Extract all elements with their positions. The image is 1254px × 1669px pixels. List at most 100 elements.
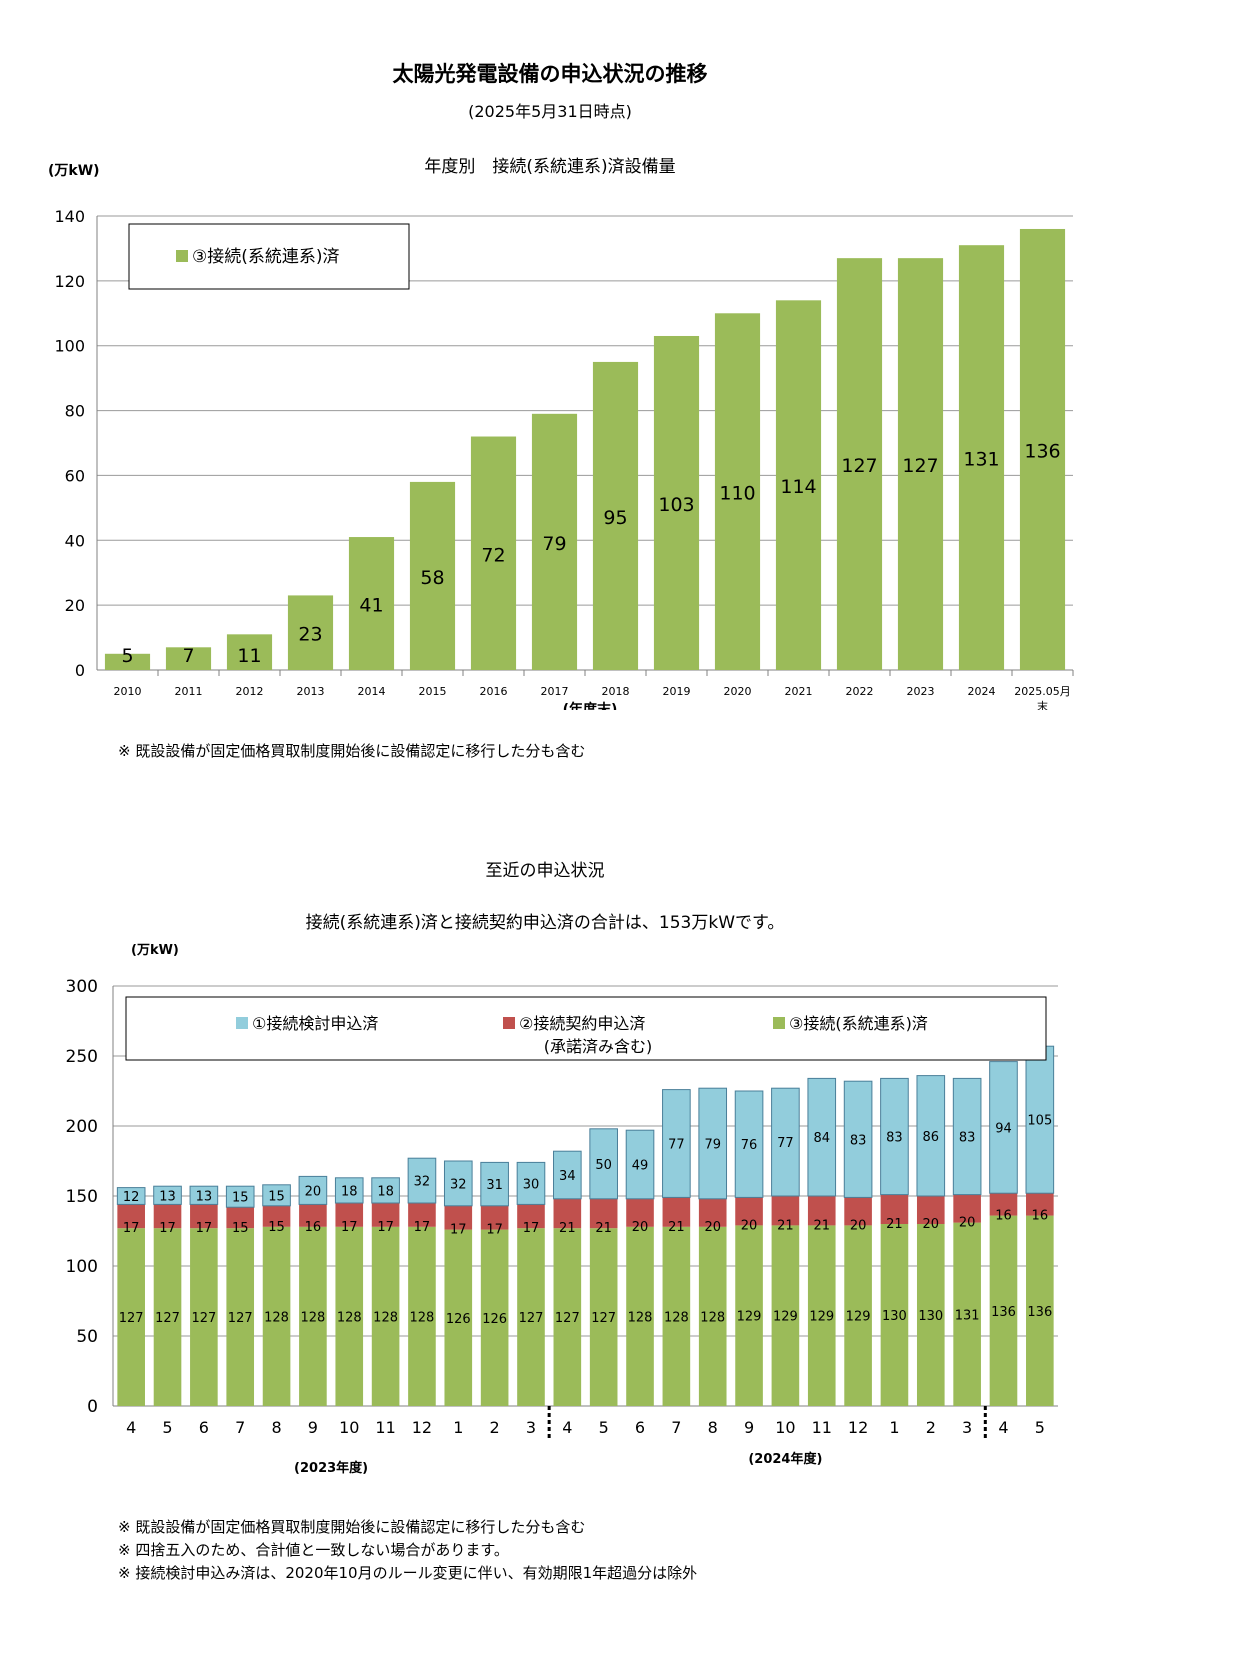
chart2-data-label-study: 30 xyxy=(523,1177,540,1192)
chart2-x-tick-label: 8 xyxy=(271,1418,281,1437)
chart2-data-label-study: 31 xyxy=(486,1178,503,1193)
chart2-x-tick-label: 6 xyxy=(199,1418,209,1437)
chart1-bar xyxy=(836,258,883,670)
chart2-data-label-study: 12 xyxy=(123,1190,140,1205)
chart2-data-label-contract: 17 xyxy=(196,1221,213,1236)
chart2-data-label-connected: 128 xyxy=(700,1310,725,1325)
chart2-data-label-study: 77 xyxy=(668,1138,685,1153)
chart2-y-tick-label: 50 xyxy=(76,1327,98,1347)
chart1-data-label: 58 xyxy=(420,567,444,589)
chart2-bar-contract xyxy=(844,1197,872,1226)
chart1-annual-connected: (万kW) 0 20 40 60 80 100 120 140 5 2010 7 2011 11 2012 2… xyxy=(48,163,1074,710)
chart1-data-label: 5 xyxy=(121,645,133,667)
chart2-data-label-contract: 20 xyxy=(741,1218,758,1233)
chart2-data-label-study: 18 xyxy=(341,1184,358,1199)
chart2-y-tick-label: 150 xyxy=(66,1187,98,1207)
chart2-legend-label-contract-note: (承諾済み含む) xyxy=(544,1037,653,1056)
chart1-x-tick-label: 2019 xyxy=(663,685,691,698)
chart2-legend xyxy=(125,996,1047,1061)
chart1-bar xyxy=(409,481,456,670)
chart2-bar-contract xyxy=(589,1198,618,1229)
chart1-x-tick-label: 末 xyxy=(1037,699,1048,710)
chart2-bar-connected xyxy=(553,1228,582,1406)
chart2-note-3: ※ 接続検討申込み済は、2020年10月のルール変更に伴い、有効期限1年超過分は… xyxy=(118,1564,698,1582)
chart2-x-tick-label: 8 xyxy=(708,1418,718,1437)
chart1-data-label: 110 xyxy=(719,483,755,505)
chart2-data-label-connected: 130 xyxy=(882,1309,907,1324)
chart2-bar-contract xyxy=(953,1194,981,1223)
chart1-y-tick-label: 20 xyxy=(65,596,85,615)
chart2-data-label-study: 105 xyxy=(1027,1114,1052,1129)
chart2-data-label-contract: 17 xyxy=(414,1220,431,1235)
chart1-bar xyxy=(897,258,944,670)
chart2-data-label-study: 32 xyxy=(450,1177,467,1192)
chart1-y-tick-label: 0 xyxy=(75,661,85,680)
chart2-bar-study xyxy=(189,1185,219,1205)
chart2-bar-connected xyxy=(371,1226,400,1406)
chart2-x-tick-label: 3 xyxy=(962,1418,972,1437)
chart2-data-label-study: 94 xyxy=(995,1121,1012,1136)
chart1-note: ※ 既設設備が固定価格買取制度開始後に設備認定に移行した分も含む xyxy=(118,742,586,760)
chart2-data-label-contract: 20 xyxy=(850,1218,867,1233)
chart2-bar-contract xyxy=(553,1198,582,1229)
chart2-y-tick-label: 250 xyxy=(66,1047,98,1067)
chart2-bar-study xyxy=(443,1160,473,1207)
chart2-y-axis-title: (万kW) xyxy=(131,943,179,958)
chart2-x-tick-label: 5 xyxy=(1035,1418,1045,1437)
chart2-legend-label-contract: ②接続契約申込済 xyxy=(519,1014,645,1033)
chart1-bar xyxy=(287,595,334,670)
chart2-data-label-contract: 17 xyxy=(450,1223,467,1238)
chart2-bar-connected xyxy=(444,1229,473,1406)
chart2-data-label-contract: 17 xyxy=(341,1220,358,1235)
chart2-bar-connected xyxy=(916,1224,945,1406)
chart2-data-label-contract: 17 xyxy=(523,1221,540,1236)
chart2-data-label-study: 20 xyxy=(305,1184,322,1199)
chart2-x-tick-label: 9 xyxy=(308,1418,318,1437)
chart2-bar-contract xyxy=(626,1198,654,1227)
chart1-bar xyxy=(470,436,517,670)
chart2-data-label-connected: 129 xyxy=(737,1310,762,1325)
chart2-data-label-connected: 128 xyxy=(410,1310,435,1325)
chart2-bar-contract xyxy=(989,1193,1018,1216)
chart2-data-label-contract: 15 xyxy=(232,1221,249,1236)
chart2-x-tick-label: 11 xyxy=(812,1418,832,1437)
chart1-legend-swatch-connected xyxy=(176,250,188,262)
chart1-x-tick-label: 2014 xyxy=(358,685,386,698)
chart1-x-tick-label: 2011 xyxy=(175,685,203,698)
chart2-bar-study xyxy=(225,1185,255,1208)
chart1-bar xyxy=(1019,228,1066,670)
chart2-data-label-contract: 17 xyxy=(377,1220,394,1235)
chart2-legend-swatch-study xyxy=(236,1017,248,1029)
chart2-bar-connected xyxy=(408,1226,436,1406)
chart2-bar-connected xyxy=(953,1222,981,1406)
chart1-bar xyxy=(348,537,395,670)
chart2-data-label-contract: 16 xyxy=(995,1209,1012,1224)
chart2-data-label-connected: 128 xyxy=(264,1310,289,1325)
chart2-bar-study xyxy=(952,1077,982,1196)
chart1-x-tick-label: 2015 xyxy=(419,685,447,698)
chart2-data-label-contract: 21 xyxy=(813,1218,830,1233)
chart2-x-tick-label: 7 xyxy=(671,1418,681,1437)
chart2-data-label-study: 79 xyxy=(704,1138,721,1153)
chart1-x-tick-label: 2025.05月 xyxy=(1014,685,1071,698)
chart2-bar-study xyxy=(480,1161,509,1207)
chart2-bar-connected xyxy=(844,1225,872,1406)
chart1-data-label: 95 xyxy=(603,507,627,529)
chart2-y-tick-label: 300 xyxy=(66,977,98,997)
chart2-bar-study xyxy=(771,1087,800,1197)
chart2-bar-study xyxy=(916,1075,946,1197)
chart2-bar-connected xyxy=(299,1226,327,1406)
chart1-data-label: 11 xyxy=(237,645,261,667)
chart2-bar-contract xyxy=(190,1204,218,1229)
chart2-bar-study xyxy=(553,1150,582,1200)
chart1-bar xyxy=(592,361,639,670)
chart2-data-label-study: 34 xyxy=(559,1169,576,1184)
chart2-note-1: ※ 既設設備が固定価格買取制度開始後に設備認定に移行した分も含む xyxy=(118,1518,586,1536)
chart2-data-label-connected: 127 xyxy=(119,1311,144,1326)
chart1-bar xyxy=(653,335,700,670)
chart2-data-label-study: 83 xyxy=(850,1133,867,1148)
chart2-recent-applications: (万kW)05010015020025030012717124127171351… xyxy=(66,943,1058,1476)
chart2-data-label-connected: 127 xyxy=(555,1311,580,1326)
chart2-data-label-connected: 128 xyxy=(373,1310,398,1325)
chart2-bar-study xyxy=(807,1077,837,1197)
